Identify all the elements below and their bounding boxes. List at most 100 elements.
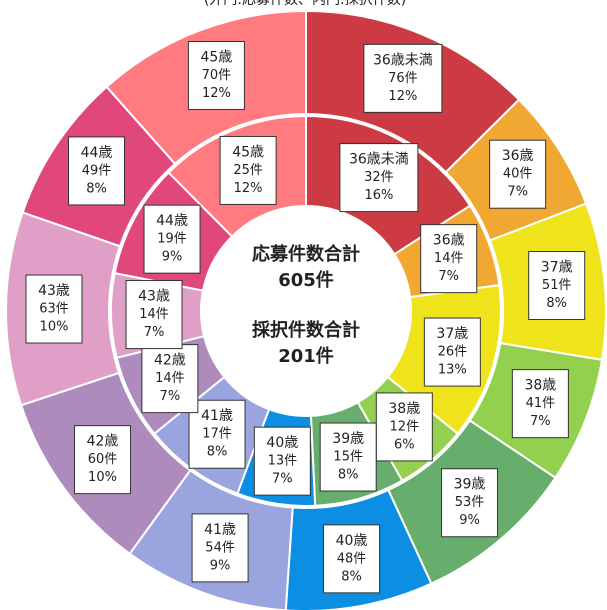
data-label: 36歳未満 76件 12% <box>363 43 443 113</box>
data-label: 44歳 19件 9% <box>143 204 201 274</box>
category-label: 37歳 <box>541 260 573 276</box>
percent-label: 7% <box>272 472 293 487</box>
total-value: 201件 <box>278 345 334 367</box>
count-label: 14件 <box>139 307 169 322</box>
count-label: 25件 <box>233 163 263 178</box>
label-box <box>25 274 83 344</box>
total-value: 605件 <box>278 269 334 291</box>
label-box <box>143 204 201 274</box>
count-label: 13件 <box>268 454 298 469</box>
percent-label: 8% <box>341 569 362 584</box>
label-box <box>420 224 478 294</box>
category-label: 38歳 <box>388 401 420 417</box>
percent-label: 16% <box>364 188 393 203</box>
percent-label: 10% <box>88 470 117 485</box>
label-box <box>489 139 547 209</box>
count-label: 17件 <box>202 427 232 442</box>
percent-label: 8% <box>338 468 359 483</box>
category-label: 37歳 <box>436 326 468 342</box>
data-label: 37歳 26件 13% <box>423 317 481 387</box>
data-label: 37歳 51件 8% <box>528 251 586 321</box>
count-label: 53件 <box>455 495 485 510</box>
label-box <box>74 425 132 495</box>
count-label: 19件 <box>157 232 187 247</box>
percent-label: 9% <box>210 558 231 573</box>
count-label: 26件 <box>438 345 468 360</box>
category-label: 41歳 <box>204 522 236 538</box>
label-box <box>423 317 481 387</box>
percent-label: 8% <box>546 296 567 311</box>
label-box <box>323 524 381 594</box>
data-label: 36歳 14件 7% <box>420 224 478 294</box>
category-label: 43歳 <box>38 283 70 299</box>
category-label: 43歳 <box>138 289 170 305</box>
percent-label: 9% <box>162 250 183 265</box>
total-title: 応募件数合計 <box>252 243 360 265</box>
percent-label: 12% <box>234 181 263 196</box>
data-label: 45歳 70件 12% <box>187 40 245 110</box>
percent-label: 8% <box>207 445 228 460</box>
data-label: 43歳 63件 10% <box>25 274 83 344</box>
data-label: 43歳 14件 7% <box>125 280 183 350</box>
percent-label: 7% <box>438 269 459 284</box>
label-box <box>68 136 126 206</box>
percent-label: 7% <box>507 185 528 200</box>
category-label: 36歳未満 <box>373 52 433 68</box>
label-box <box>141 344 199 414</box>
data-label: 45歳 25件 12% <box>219 135 277 205</box>
category-label: 41歳 <box>201 408 233 424</box>
category-label: 42歳 <box>87 434 119 450</box>
percent-label: 13% <box>438 363 467 378</box>
label-box <box>375 392 433 462</box>
label-box <box>187 40 245 110</box>
count-label: 54件 <box>205 540 235 555</box>
label-box <box>528 251 586 321</box>
count-label: 40件 <box>503 167 533 182</box>
label-box <box>441 468 499 538</box>
count-label: 14件 <box>434 251 464 266</box>
count-label: 49件 <box>82 163 112 178</box>
category-label: 40歳 <box>336 533 368 549</box>
data-label: 36歳未満 32件 16% <box>339 143 419 213</box>
count-label: 60件 <box>88 452 118 467</box>
label-box <box>188 399 246 469</box>
count-label: 15件 <box>333 450 363 465</box>
count-label: 41件 <box>526 396 556 411</box>
percent-label: 12% <box>202 86 231 101</box>
category-label: 39歳 <box>332 431 364 447</box>
category-label: 40歳 <box>266 435 298 451</box>
category-label: 45歳 <box>200 49 232 65</box>
category-label: 42歳 <box>154 353 186 369</box>
category-label: 36歳 <box>502 148 534 164</box>
data-label: 42歳 60件 10% <box>74 425 132 495</box>
data-label: 36歳 40件 7% <box>489 139 547 209</box>
percent-label: 9% <box>459 513 480 528</box>
label-box <box>253 426 311 496</box>
label-box <box>511 369 569 439</box>
category-label: 44歳 <box>81 145 113 161</box>
chart-subtitle: (外円:応募件数、内円:採択件数) <box>204 0 406 8</box>
percent-label: 7% <box>530 414 551 429</box>
category-label: 39歳 <box>454 477 486 493</box>
count-label: 12件 <box>390 419 420 434</box>
percent-label: 7% <box>160 389 181 404</box>
count-label: 63件 <box>39 302 69 317</box>
data-label: 40歳 13件 7% <box>253 426 311 496</box>
count-label: 32件 <box>364 170 394 185</box>
data-label: 38歳 12件 6% <box>375 392 433 462</box>
percent-label: 7% <box>144 325 165 340</box>
label-box <box>219 135 277 205</box>
data-label: 42歳 14件 7% <box>141 344 199 414</box>
percent-label: 6% <box>394 437 415 452</box>
data-label: 38歳 41件 7% <box>511 369 569 439</box>
percent-label: 12% <box>388 89 417 104</box>
label-box <box>363 43 443 113</box>
label-box <box>191 513 249 583</box>
label-box <box>125 280 183 350</box>
category-label: 38歳 <box>524 378 556 394</box>
data-label: 40歳 48件 8% <box>323 524 381 594</box>
percent-label: 10% <box>40 320 69 335</box>
label-box <box>319 422 377 492</box>
count-label: 14件 <box>155 371 185 386</box>
data-label: 41歳 54件 9% <box>191 513 249 583</box>
